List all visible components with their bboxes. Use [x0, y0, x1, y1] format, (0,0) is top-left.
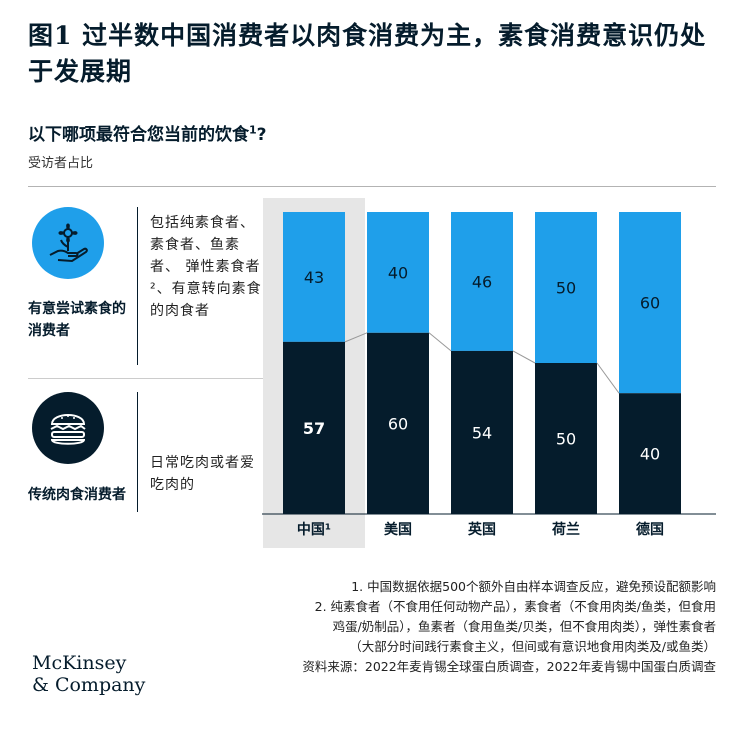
data-label-vegetarian-curious: 46 [472, 272, 492, 291]
bar-segment-traditional-meat [535, 363, 597, 514]
data-label-traditional-meat: 57 [303, 419, 325, 438]
subtitle-question-mark: ? [256, 125, 267, 145]
connector-line [428, 332, 452, 352]
unit-label: 受访者占比 [28, 156, 94, 171]
bar-segment-traditional-meat [367, 332, 429, 514]
segment-separator [28, 378, 264, 379]
connector-line [596, 362, 620, 394]
data-label-traditional-meat: 60 [388, 414, 408, 433]
data-label-vegetarian-curious: 60 [640, 294, 660, 313]
bar-segment-traditional-meat [451, 350, 513, 514]
bar-segment-vegetarian-curious [451, 212, 513, 351]
mckinsey-logo: McKinsey & Company [32, 652, 145, 696]
category-label: 荷兰 [551, 521, 580, 538]
footnote-2-line-1: 2. 纯素食者（不食用任何动物产品），素食者（不食用肉类/鱼类，但食用 [314, 599, 716, 614]
bar-segment-vegetarian-curious [283, 212, 345, 342]
category-label: 中国¹ [297, 521, 331, 538]
burger-icon [32, 392, 104, 464]
flower-in-hand-icon [32, 207, 104, 279]
segment-desc-traditional-meat: 日常吃肉或者爱吃肉的 [150, 455, 255, 493]
bar-segment-vegetarian-curious [619, 212, 681, 394]
footnote-2-line-3: （大部分时间践行素食主义，但间或有意识地食用肉类及/或鱼类） [349, 639, 716, 654]
data-label-traditional-meat: 54 [472, 423, 492, 442]
category-label: 英国 [467, 521, 496, 538]
segment-title-vegetarian-curious: 有意尝试素食的消费者 [28, 301, 126, 339]
source-note: 资料来源：2022年麦肯锡全球蛋白质调查，2022年麦肯锡中国蛋白质调查 [302, 659, 716, 674]
chart-title: 图1 过半数中国消费者以肉食消费为主，素食消费意识仍处于发展期 [28, 21, 707, 86]
header-divider [28, 186, 716, 187]
data-label-traditional-meat: 40 [640, 445, 660, 464]
data-label-vegetarian-curious: 40 [388, 263, 408, 282]
connector-line [512, 350, 536, 364]
bar-segment-vegetarian-curious [367, 212, 429, 333]
bar-segment-traditional-meat [619, 393, 681, 514]
data-label-vegetarian-curious: 43 [304, 268, 324, 287]
data-label-traditional-meat: 50 [556, 430, 576, 449]
logo-line-2: & Company [32, 674, 146, 696]
segment-desc-vegetarian-curious: 包括纯素食者、素食者、鱼素者、 弹性素食者²、有意转向素食的肉食者 [150, 215, 262, 319]
subtitle-text: 以下哪项最符合您当前的饮食 [28, 125, 249, 145]
chart-subtitle: 以下哪项最符合您当前的饮食1? [28, 120, 267, 145]
footnote-2-line-2: 鸡蛋/奶制品），鱼素者（食用鱼类/贝类，但不食用肉类），弹性素食者 [332, 619, 716, 634]
bar-segment-traditional-meat [283, 341, 345, 514]
bar-segment-vegetarian-curious [535, 212, 597, 363]
segment-title-traditional-meat: 传统肉食消费者 [28, 487, 126, 503]
category-label: 德国 [636, 521, 664, 538]
footnote-1: 1. 中国数据依据500个额外自由样本调查反应，避免预设配额影响 [351, 579, 716, 594]
logo-line-1: McKinsey [32, 652, 127, 674]
subtitle-footnote-marker: 1 [249, 123, 257, 137]
segment-divider-top [137, 207, 138, 365]
category-label: 美国 [384, 521, 412, 538]
connector-line [344, 332, 368, 343]
data-label-vegetarian-curious: 50 [556, 279, 576, 298]
segment-divider-bottom [137, 392, 138, 512]
footnotes: 1. 中国数据依据500个额外自由样本调查反应，避免预设配额影响 2. 纯素食者… [196, 577, 716, 677]
